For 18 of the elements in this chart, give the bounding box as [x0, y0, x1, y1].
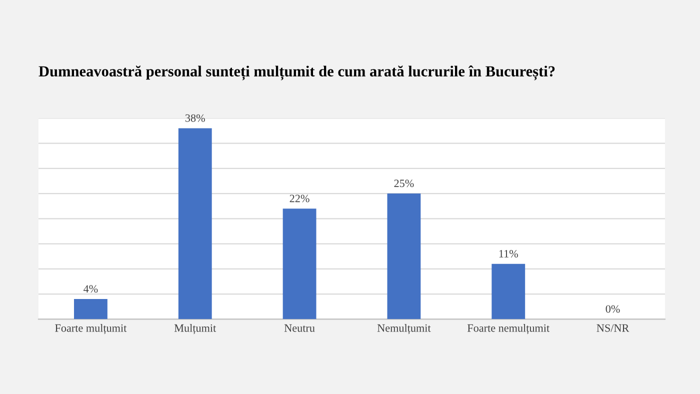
- bar: [282, 208, 316, 320]
- data-label: 22%: [290, 194, 310, 202]
- bar: [178, 128, 212, 320]
- data-label: 11%: [499, 250, 518, 258]
- chart-title: Dumneavoastră personal sunteți mulțumit de cum arată lucrurile în București?: [38, 66, 555, 80]
- data-label: 4%: [84, 285, 98, 293]
- data-label: 0%: [606, 305, 620, 313]
- bar: [74, 299, 108, 320]
- x-tick-label: Neutru: [284, 324, 315, 332]
- x-tick-label: Foarte nemulțumit: [467, 324, 550, 334]
- data-label: 38%: [185, 114, 205, 122]
- data-label: 25%: [394, 180, 414, 188]
- x-tick-label: NS/NR: [596, 324, 630, 332]
- bar: [492, 264, 526, 320]
- bar: [387, 194, 421, 320]
- x-tick-label: Nemulțumit: [377, 324, 431, 334]
- x-tick-label: Mulțumit: [174, 324, 216, 334]
- x-tick-label: Foarte mulțumit: [55, 324, 127, 334]
